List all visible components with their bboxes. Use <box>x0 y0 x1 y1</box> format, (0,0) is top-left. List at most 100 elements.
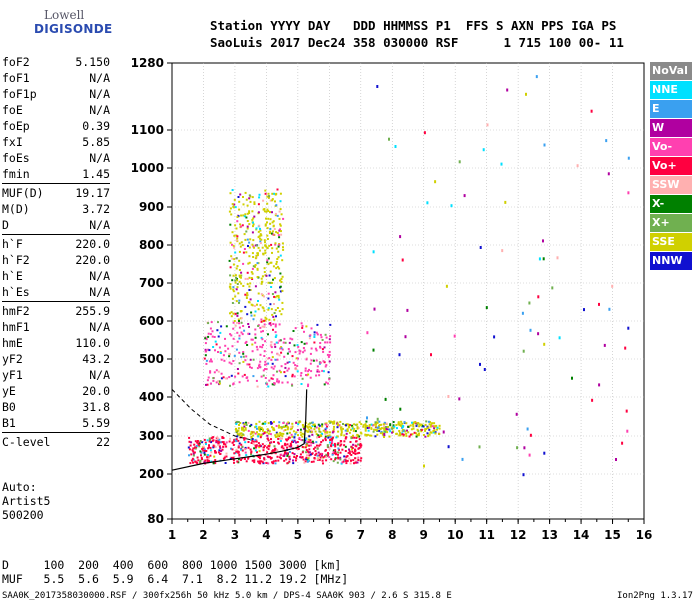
echo-point <box>526 427 529 431</box>
echo-point <box>240 443 243 446</box>
echo-point <box>591 398 594 402</box>
echo-point <box>234 452 237 454</box>
echo-point <box>283 454 286 457</box>
echo-point <box>261 443 264 446</box>
echo-point <box>188 454 190 457</box>
echo-point <box>264 224 267 227</box>
echo-point <box>479 246 482 249</box>
echo-point <box>313 336 316 338</box>
echo-point <box>285 458 288 461</box>
echo-point <box>319 456 322 459</box>
echo-point <box>348 424 351 426</box>
echo-point <box>268 430 271 433</box>
echo-point <box>241 449 244 452</box>
echo-point <box>278 229 281 232</box>
echo-point <box>250 453 252 456</box>
echo-point <box>255 444 258 447</box>
echo-point <box>263 432 266 434</box>
echo-point <box>220 358 223 361</box>
echo-point <box>229 223 232 226</box>
x-trace-curve <box>171 389 251 441</box>
echo-point <box>433 427 436 430</box>
echo-point <box>259 436 262 439</box>
echo-point <box>291 439 294 442</box>
echo-point <box>255 445 258 448</box>
echo-point <box>193 443 196 446</box>
echo-point <box>264 223 267 226</box>
echo-point <box>309 334 312 337</box>
echo-point <box>271 313 274 316</box>
echo-point <box>343 440 346 443</box>
param-name: h`F <box>2 237 23 251</box>
echo-point <box>420 430 423 433</box>
echo-point <box>269 281 272 284</box>
echo-point <box>216 329 219 332</box>
echo-point <box>368 426 370 429</box>
echo-point <box>263 350 266 353</box>
legend-item: SSW <box>650 176 692 194</box>
file-info: SAA0K_2017358030000.RSF / 300fx256h 50 k… <box>2 591 452 601</box>
echo-point <box>276 432 279 435</box>
echo-point <box>260 460 263 463</box>
echo-point <box>264 316 267 319</box>
echo-point <box>204 350 207 353</box>
echo-point <box>329 435 332 438</box>
echo-point <box>231 257 234 260</box>
echo-point <box>458 160 461 164</box>
echo-point <box>204 441 207 444</box>
echo-point <box>239 193 242 196</box>
echo-point <box>317 423 320 426</box>
echo-point <box>236 435 239 438</box>
echo-point <box>283 337 286 340</box>
echo-point <box>426 432 429 435</box>
echo-point <box>251 304 254 307</box>
echo-point <box>298 352 301 355</box>
echo-point <box>276 232 279 234</box>
echo-point <box>217 437 220 440</box>
echo-point <box>252 375 255 378</box>
echo-point <box>453 334 456 338</box>
echo-point <box>321 339 324 341</box>
echo-point <box>356 423 359 426</box>
echo-point <box>253 314 256 317</box>
x-tick-label: 9 <box>420 528 428 542</box>
echo-point <box>319 453 322 456</box>
x-tick-label: 14 <box>573 528 590 542</box>
echo-point <box>322 360 325 363</box>
echo-point <box>310 327 313 330</box>
echo-point <box>340 443 343 446</box>
echo-point <box>366 427 369 429</box>
echo-point <box>537 332 540 336</box>
param-row: B0 31.8 <box>2 399 110 415</box>
echo-point <box>258 460 261 463</box>
echo-point <box>200 454 202 457</box>
echo-point <box>261 346 264 349</box>
echo-point <box>310 429 313 432</box>
echo-point <box>438 433 441 435</box>
echo-point <box>231 189 234 191</box>
autoscale-line-1: Auto: <box>2 480 37 494</box>
echo-point <box>322 456 325 459</box>
echo-point <box>344 437 347 440</box>
echo-point <box>246 292 249 295</box>
param-row: yF1 N/A <box>2 367 110 383</box>
echo-point <box>238 351 241 354</box>
echo-point <box>242 352 245 355</box>
echo-point <box>278 243 281 246</box>
echo-point <box>352 459 355 462</box>
echo-point <box>268 444 271 446</box>
echo-point <box>576 164 579 168</box>
echo-point <box>266 246 269 249</box>
echo-point <box>219 446 222 449</box>
echo-point <box>351 424 353 427</box>
echo-point <box>274 242 277 245</box>
echo-point <box>230 447 232 450</box>
echo-point <box>434 432 437 435</box>
echo-point <box>233 258 236 261</box>
echo-point <box>331 421 334 424</box>
echo-point <box>442 430 445 434</box>
param-name: C-level <box>2 435 51 449</box>
echo-point <box>215 439 218 442</box>
echo-point <box>384 430 387 433</box>
echo-point <box>269 230 272 233</box>
